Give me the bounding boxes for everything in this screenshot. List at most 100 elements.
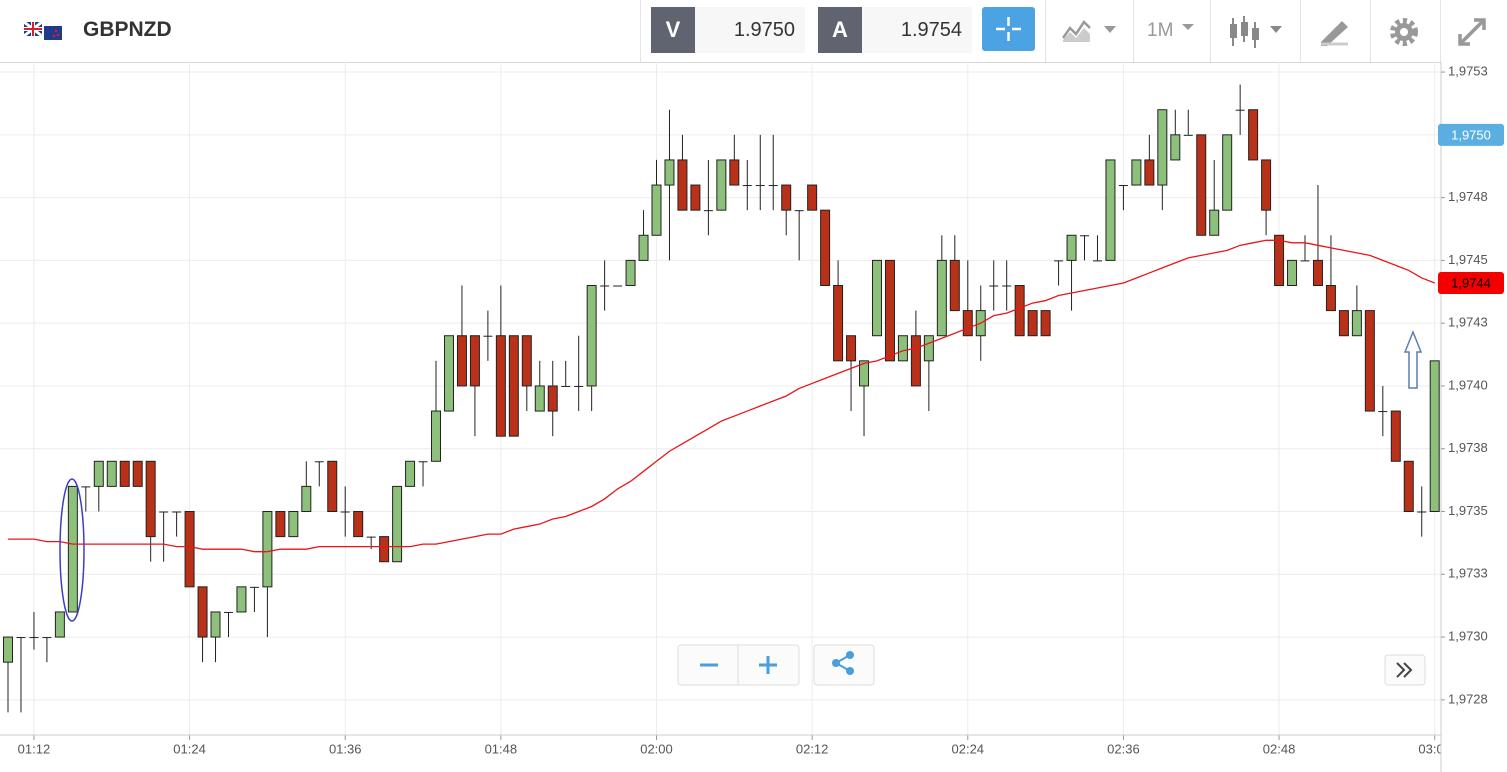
ask-label[interactable]: A <box>818 7 862 53</box>
candle-body <box>729 159 740 186</box>
candle-body <box>327 460 338 513</box>
candle-body <box>586 284 597 387</box>
toolbar: GBPNZD V 1.9750 A 1.9754 1M <box>0 0 1507 63</box>
candle-body <box>145 460 156 538</box>
candle-body <box>1364 310 1375 412</box>
candle-body <box>366 536 376 538</box>
candle-body <box>262 511 273 588</box>
candle-body <box>871 259 882 337</box>
candle-body <box>1429 360 1440 513</box>
candle-body <box>1054 260 1064 262</box>
candle-body <box>3 636 13 663</box>
candle-body <box>1080 235 1090 237</box>
candle-body <box>690 184 701 211</box>
timeframe-caret[interactable] <box>1180 20 1196 32</box>
timeframe[interactable]: 1M <box>1147 20 1174 41</box>
candle-body <box>443 335 454 412</box>
price-marker <box>1438 123 1504 146</box>
y-tick-label: 1,9753 <box>1448 63 1488 78</box>
candle-body <box>1014 284 1025 337</box>
ask-price[interactable]: 1.9754 <box>862 7 972 53</box>
candle-body <box>1248 109 1259 161</box>
candle-body <box>547 385 558 412</box>
candle-body <box>1209 209 1220 236</box>
crosshair-button[interactable] <box>982 7 1035 51</box>
y-tick-label: 1,9735 <box>1448 503 1488 518</box>
candle-body <box>379 536 390 563</box>
candle-body <box>301 485 312 513</box>
candle-body <box>936 259 947 337</box>
candle-body <box>625 259 636 286</box>
candle-body <box>431 410 442 462</box>
candle-body <box>1261 159 1272 211</box>
candle-body <box>16 637 26 639</box>
candle-body <box>1002 285 1012 287</box>
candle-body <box>54 611 65 638</box>
candle-body <box>353 511 364 538</box>
candle-body <box>1222 134 1233 211</box>
x-tick-label: 02:12 <box>796 741 829 756</box>
candle-body <box>405 460 416 487</box>
x-tick-label: 01:36 <box>329 741 362 756</box>
flag-icon <box>24 22 62 40</box>
candle-body <box>159 511 169 513</box>
price-axis: 1,9728 1,9730 1,9733 1,9735 1,9738 1,9740 1,97… <box>1438 62 1507 772</box>
chart-type-button[interactable] <box>1060 16 1122 46</box>
candle-body <box>210 611 221 638</box>
y-tick-label: 1,9748 <box>1448 189 1488 204</box>
y-tick-label: 1,9743 <box>1448 315 1488 330</box>
candle-body <box>314 461 324 463</box>
candle-body <box>1105 159 1116 261</box>
candle-body <box>1287 259 1298 286</box>
bid-label[interactable]: V <box>651 7 695 53</box>
candle-body <box>1157 109 1168 186</box>
candle-body <box>1338 310 1349 337</box>
candle-body <box>1092 260 1102 262</box>
candle-body <box>418 461 428 463</box>
candle-body <box>1027 310 1038 337</box>
y-tick-label: 1,9733 <box>1448 566 1488 581</box>
candle-body <box>1417 511 1427 513</box>
candle-body <box>1066 234 1077 261</box>
bid-price[interactable]: 1.9750 <box>695 7 805 53</box>
candle-body <box>833 284 844 362</box>
candle-body <box>483 335 493 337</box>
candle-body <box>93 460 104 487</box>
candle-body <box>106 460 117 487</box>
share-button[interactable] <box>813 644 875 686</box>
y-tick-label: 1,9740 <box>1448 377 1488 392</box>
candle-body <box>1144 159 1155 186</box>
candle-body <box>949 259 960 312</box>
draw-button[interactable] <box>1318 16 1352 46</box>
candle-body <box>67 485 78 613</box>
candle-body <box>638 234 649 261</box>
candle-body <box>807 184 818 211</box>
candle-body <box>664 159 675 186</box>
price-axis-bg <box>1441 62 1507 772</box>
fullscreen-button[interactable] <box>1456 16 1488 48</box>
candle-body <box>184 511 195 588</box>
candle-body <box>132 460 143 487</box>
candle-style-button[interactable] <box>1228 14 1288 50</box>
highlight-ellipse <box>59 478 85 622</box>
zoom-in-button[interactable] <box>759 656 777 674</box>
x-tick-label: 01:24 <box>173 741 206 756</box>
moving-average <box>8 239 1435 553</box>
candle-body <box>768 185 778 187</box>
candle-body <box>1118 185 1128 187</box>
candle-body <box>340 511 350 513</box>
symbol: GBPNZD <box>83 18 172 41</box>
candle-body <box>910 335 921 387</box>
y-tick-label: 1,9745 <box>1448 252 1488 267</box>
plot-area: 01:12 01:24 01:36 01:48 02:00 02:12 02:24 02:36… <box>0 62 1451 756</box>
settings-button[interactable] <box>1388 16 1420 48</box>
candle-body <box>574 385 584 387</box>
candle-body <box>469 335 480 387</box>
candle-body <box>275 511 286 538</box>
candle-body <box>781 184 792 211</box>
candle-body <box>1378 411 1388 413</box>
price-marker-label: 1,9744 <box>1451 275 1491 290</box>
y-tick-label: 1,9730 <box>1448 629 1488 644</box>
candle-body <box>495 335 506 437</box>
